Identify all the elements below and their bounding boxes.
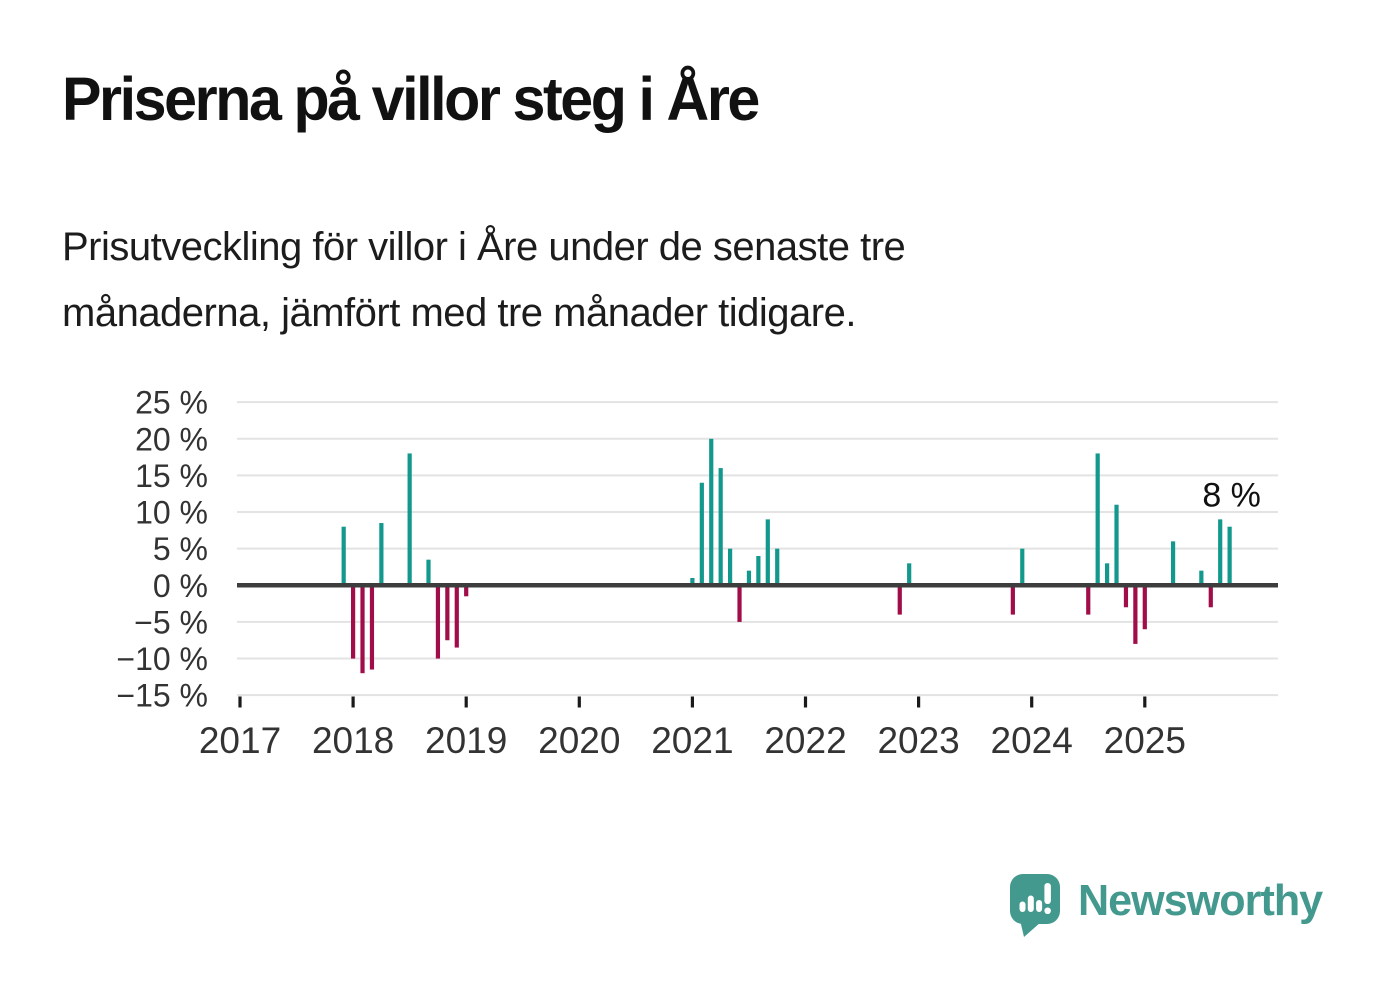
bar-positive xyxy=(1199,570,1204,586)
chart-subtitle: Prisutveckling för villor i Åre under de… xyxy=(62,225,906,335)
bar-negative xyxy=(737,585,742,622)
bar-negative xyxy=(464,585,469,597)
y-axis-tick-label: −15 % xyxy=(116,678,208,714)
x-axis-tick-label: 2021 xyxy=(651,720,733,761)
y-axis-tick-label: 10 % xyxy=(135,495,208,531)
bar-positive xyxy=(426,559,431,586)
bar-negative xyxy=(1010,585,1015,615)
bar-negative xyxy=(360,585,365,674)
bar-positive xyxy=(718,468,723,586)
bar-positive xyxy=(1218,519,1223,586)
x-axis-tick-label: 2022 xyxy=(764,720,846,761)
speech-bubble-bar-chart-icon xyxy=(1010,874,1060,937)
page-title: Priserna på villor steg i Åre xyxy=(62,65,760,133)
x-axis-tick-label: 2017 xyxy=(199,720,281,761)
bar-positive xyxy=(756,556,761,586)
bar-positive xyxy=(746,570,752,586)
y-axis-tick-label: 20 % xyxy=(135,421,208,457)
bar-negative xyxy=(351,585,356,659)
bar-positive xyxy=(1105,563,1110,586)
bar-positive xyxy=(341,526,346,586)
bar-negative xyxy=(1133,585,1138,644)
bar-positive xyxy=(1227,526,1232,586)
bar-negative xyxy=(1086,585,1091,615)
newsworthy-logo: Newsworthy xyxy=(1010,874,1327,938)
x-axis-tick-label: 2020 xyxy=(538,720,620,761)
bar-negative xyxy=(897,585,902,615)
bar-positive xyxy=(1114,504,1119,586)
x-axis-tick-label: 2019 xyxy=(425,720,507,761)
x-axis-tick-label: 2023 xyxy=(877,720,959,761)
bar-positive xyxy=(1095,453,1100,586)
bar-negative xyxy=(1123,585,1129,608)
x-axis-tick-label: 2024 xyxy=(991,720,1073,761)
bar-positive xyxy=(379,523,384,586)
y-axis-tick-label: −5 % xyxy=(134,604,208,640)
bar-negative xyxy=(454,585,459,648)
bar-negative xyxy=(1142,585,1147,630)
bar-negative xyxy=(445,585,450,641)
bar-positive xyxy=(690,577,695,586)
last-value-annotation: 8 % xyxy=(1202,477,1261,515)
bar-positive xyxy=(407,453,412,586)
bar-positive xyxy=(699,482,704,586)
y-axis-tick-label: 5 % xyxy=(153,531,208,567)
bar-positive xyxy=(1170,541,1176,586)
x-axis-tick-label: 2025 xyxy=(1104,720,1186,761)
logo-wordmark: Newsworthy xyxy=(1078,876,1323,925)
y-axis-tick-label: 25 % xyxy=(135,385,208,421)
bar-positive xyxy=(765,519,770,586)
y-axis-tick-label: 0 % xyxy=(153,568,208,604)
bar-positive xyxy=(728,548,733,586)
bar-negative xyxy=(369,585,375,670)
bar-negative xyxy=(435,585,441,659)
y-axis-tick-label: 15 % xyxy=(135,458,208,494)
bar-negative xyxy=(1208,585,1213,608)
bar-positive xyxy=(907,563,912,586)
bar-positive xyxy=(709,438,714,586)
y-axis-tick-label: −10 % xyxy=(116,641,208,677)
x-axis-tick-label: 2018 xyxy=(312,720,394,761)
bar-positive xyxy=(775,548,780,586)
bar-positive xyxy=(1020,548,1025,586)
